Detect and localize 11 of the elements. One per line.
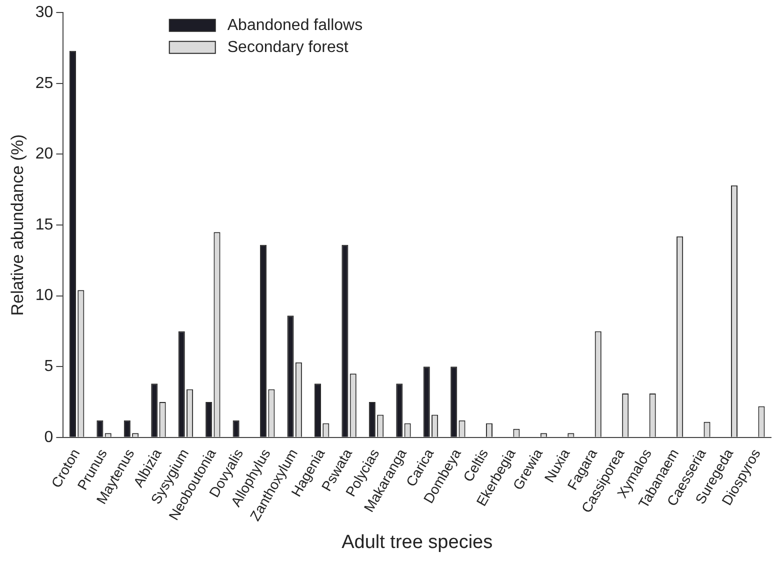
y-tick-label: 5 xyxy=(44,358,54,375)
y-tick-label: 25 xyxy=(35,74,54,92)
legend-label: Abandoned fallows xyxy=(227,16,363,34)
y-tick-label: 10 xyxy=(35,287,54,304)
y-tick-label: 0 xyxy=(44,428,54,446)
y-tick-label: 30 xyxy=(35,4,54,22)
x-axis-title: Adult tree species xyxy=(342,532,493,553)
y-tick-label: 20 xyxy=(35,146,54,163)
legend-label: Secondary forest xyxy=(227,38,349,56)
y-axis-title: Relative abundance (%) xyxy=(8,134,27,316)
y-tick-label: 15 xyxy=(35,216,54,234)
